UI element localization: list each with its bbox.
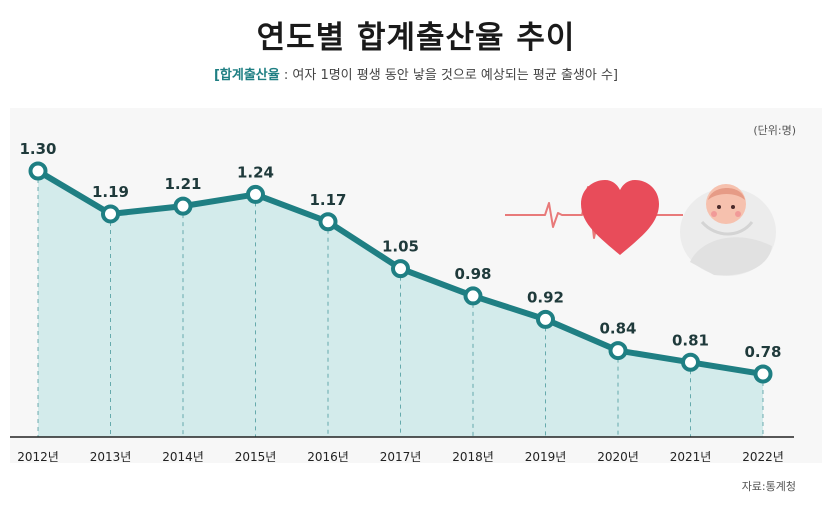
x-tick-label-2022년: 2022년: [742, 450, 784, 464]
x-tick-label-2016년: 2016년: [307, 450, 349, 464]
x-tick-label-2020년: 2020년: [597, 450, 639, 464]
value-label-2022년: 0.78: [744, 343, 781, 361]
drop-lines: [37, 171, 764, 437]
value-label-2017년: 1.05: [382, 238, 419, 256]
subtitle-definition: : 여자 1명이 평생 동안 낳을 것으로 예상되는 평균 출생아 수]: [283, 68, 619, 83]
x-tick-label-2014년: 2014년: [162, 450, 204, 464]
x-tick-label-2021년: 2021년: [670, 450, 712, 464]
x-tick-label-2015년: 2015년: [235, 450, 277, 464]
chart-subtitle: [합계출산율 : 여자 1명이 평생 동안 낳을 것으로 예상되는 평균 출생아…: [0, 64, 832, 83]
data-point-2012년: [28, 161, 48, 181]
data-point-2013년: [101, 204, 120, 224]
data-point-2020년: [608, 341, 628, 361]
value-label-2014년: 1.21: [164, 175, 201, 193]
heart-icon: [581, 180, 659, 255]
chart-title: 연도별 합계출산율 추이: [256, 20, 576, 56]
data-point-2016년: [318, 212, 338, 232]
data-point-2022년: [753, 364, 773, 384]
x-tick-label-2018년: 2018년: [452, 450, 494, 464]
x-tick-label-2017년: 2017년: [380, 450, 422, 464]
data-point-2017년: [391, 259, 410, 279]
subtitle-term: [합계출산율: [213, 68, 280, 83]
value-label-2012년: 1.30: [19, 140, 56, 158]
value-label-2020년: 0.84: [599, 320, 636, 338]
source-note: 자료:통계청: [741, 480, 796, 493]
data-point-2019년: [536, 309, 555, 329]
unit-note: (단위:명): [753, 124, 796, 137]
data-point-2015년: [246, 184, 265, 204]
x-tick-label-2012년: 2012년: [17, 450, 59, 464]
value-label-2021년: 0.81: [672, 331, 709, 349]
data-point-2014년: [173, 196, 193, 216]
value-label-2018년: 0.98: [454, 265, 491, 283]
value-label-2015년: 1.24: [237, 163, 274, 181]
value-label-2019년: 0.92: [527, 288, 564, 306]
value-label-2016년: 1.17: [309, 191, 346, 209]
value-label-2013년: 1.19: [92, 183, 129, 201]
data-point-2021년: [681, 352, 700, 372]
data-point-2018년: [463, 286, 483, 306]
x-tick-label-2013년: 2013년: [90, 450, 132, 464]
value-labels: 1.30 1.19 1.21 1.24 1.17 1.05 0.98 0.92 0.84 0.81…: [19, 140, 781, 361]
decoration: [505, 180, 776, 276]
baby-icon: [680, 184, 776, 276]
x-tick-label-2019년: 2019년: [525, 450, 567, 464]
x-axis-labels: 2012년 2013년 2014년 2015년 2016년 2017년 2018년 2019년…: [17, 450, 784, 464]
point-layer: [28, 161, 773, 384]
